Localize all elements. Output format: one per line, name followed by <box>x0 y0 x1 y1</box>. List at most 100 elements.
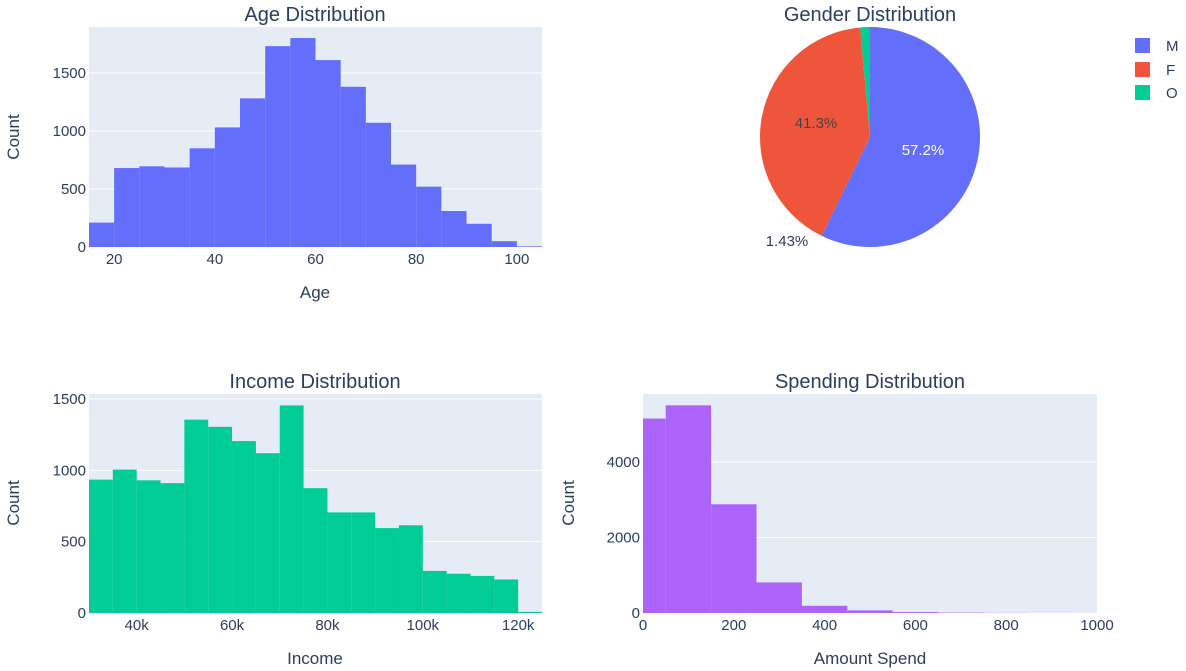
age-bar-17[interactable] <box>516 246 542 247</box>
gender-pie-slices <box>759 27 980 247</box>
gender-legend: M F O <box>1135 38 1179 102</box>
income-bar-17[interactable] <box>494 579 519 613</box>
age-x-tick-label-1: 40 <box>206 251 223 268</box>
age-bar-13[interactable] <box>416 186 442 247</box>
spend-bar-5[interactable] <box>847 610 893 613</box>
age-bar-6[interactable] <box>240 98 266 248</box>
income-bar-3[interactable] <box>160 483 185 613</box>
spend-x-tick-label-5: 1000 <box>1080 617 1113 634</box>
income-x-tick-label-1: 60k <box>220 617 245 634</box>
income-bar-5[interactable] <box>208 426 233 613</box>
spend-bar-2[interactable] <box>711 504 757 613</box>
age-y-tick-label-3: 1500 <box>53 65 86 82</box>
legend-label-o: O <box>1166 85 1178 102</box>
income-bar-15[interactable] <box>446 573 471 613</box>
age-y-tick-label-0: 0 <box>78 239 86 256</box>
income-y-tick-label-1: 500 <box>61 534 86 551</box>
income-bar-6[interactable] <box>232 441 256 613</box>
legend-item-m[interactable]: M <box>1135 38 1179 55</box>
age-x-axis-title: Age <box>300 283 330 302</box>
income-y-tick-label-2: 1000 <box>53 462 86 479</box>
income-bar-8[interactable] <box>279 405 304 613</box>
gender-pie-chart: 57.2% 41.3% 1.43% Gender Distribution M … <box>759 4 1179 250</box>
age-x-ticks: 20 40 60 80 100 <box>106 251 530 268</box>
spending-histogram: 0 200 400 600 800 1000 0 2000 4000 Spending Dis… <box>559 371 1114 668</box>
spend-bar-3[interactable] <box>756 582 802 613</box>
income-x-tick-label-4: 120k <box>502 617 535 634</box>
spend-x-tick-label-2: 400 <box>812 617 837 634</box>
spend-x-tick-label-3: 600 <box>903 617 928 634</box>
age-y-axis-title: Count <box>4 114 23 160</box>
spending-x-axis-title: Amount Spend <box>814 649 926 668</box>
age-bar-10[interactable] <box>340 86 366 248</box>
pie-slice-f[interactable] <box>759 27 870 236</box>
gender-chart-title: Gender Distribution <box>784 4 956 26</box>
income-y-tick-label-3: 1500 <box>53 391 86 408</box>
age-bar-1[interactable] <box>114 168 140 247</box>
spend-y-tick-label-0: 0 <box>632 605 640 622</box>
age-bar-3[interactable] <box>164 167 190 247</box>
income-x-tick-label-3: 100k <box>407 617 440 634</box>
income-bar-4[interactable] <box>184 419 209 613</box>
legend-item-f[interactable]: F <box>1135 62 1175 79</box>
spend-bar-6[interactable] <box>892 612 939 613</box>
age-x-tick-label-3: 80 <box>408 251 425 268</box>
income-bar-13[interactable] <box>398 525 423 613</box>
age-bar-11[interactable] <box>365 122 391 247</box>
income-chart-title: Income Distribution <box>229 371 400 393</box>
income-x-axis-title: Income <box>287 649 343 668</box>
age-y-ticks: 0 500 1000 1500 <box>53 65 86 256</box>
pie-label-f: 41.3% <box>795 115 838 132</box>
income-bar-11[interactable] <box>351 512 376 613</box>
age-bar-8[interactable] <box>290 38 316 247</box>
spend-x-tick-label-1: 200 <box>721 617 746 634</box>
income-bar-10[interactable] <box>327 512 352 613</box>
income-bar-12[interactable] <box>375 528 399 613</box>
spend-bar-0[interactable] <box>643 418 666 613</box>
income-bar-16[interactable] <box>470 575 495 613</box>
age-bar-12[interactable] <box>391 164 417 247</box>
pie-label-m: 57.2% <box>902 142 945 159</box>
spending-y-axis-title: Count <box>559 480 578 526</box>
spending-x-ticks: 0 200 400 600 800 1000 <box>639 617 1114 634</box>
income-bar-14[interactable] <box>422 570 447 613</box>
legend-label-f: F <box>1166 62 1175 79</box>
age-bar-16[interactable] <box>491 241 517 247</box>
age-x-tick-label-2: 60 <box>307 251 324 268</box>
age-bars <box>89 38 542 248</box>
age-bar-7[interactable] <box>265 46 291 248</box>
age-bar-0[interactable] <box>89 222 115 247</box>
income-bar-1[interactable] <box>112 469 137 613</box>
income-bars <box>89 405 542 613</box>
spend-bar-4[interactable] <box>801 605 848 613</box>
age-bar-4[interactable] <box>189 148 215 247</box>
income-bar-7[interactable] <box>255 453 280 613</box>
spend-x-tick-label-4: 800 <box>994 617 1019 634</box>
legend-swatch-m <box>1135 38 1150 53</box>
income-bar-0[interactable] <box>89 479 113 613</box>
spend-bar-1[interactable] <box>665 405 712 613</box>
spending-chart-title: Spending Distribution <box>775 371 965 393</box>
age-x-tick-label-0: 20 <box>106 251 123 268</box>
spending-bars <box>643 405 1097 613</box>
pie-slice-o[interactable] <box>860 27 870 137</box>
income-x-tick-label-0: 40k <box>125 617 150 634</box>
legend-swatch-f <box>1135 62 1150 77</box>
income-bar-2[interactable] <box>136 480 161 613</box>
legend-item-o[interactable]: O <box>1135 85 1178 102</box>
age-bar-2[interactable] <box>139 166 165 247</box>
spend-x-tick-label-0: 0 <box>639 617 647 634</box>
age-bar-15[interactable] <box>466 223 492 247</box>
spending-y-ticks: 0 2000 4000 <box>607 454 640 622</box>
income-bar-9[interactable] <box>303 488 328 613</box>
age-bar-5[interactable] <box>214 127 240 247</box>
age-bar-14[interactable] <box>441 211 467 247</box>
pie-slice-m[interactable] <box>821 27 980 247</box>
income-y-axis-title: Count <box>4 480 23 526</box>
income-bar-18[interactable] <box>518 611 542 613</box>
spend-y-tick-label-1: 2000 <box>607 529 640 546</box>
age-chart-title: Age Distribution <box>244 4 385 26</box>
legend-swatch-o <box>1135 85 1150 100</box>
age-bar-9[interactable] <box>315 60 341 248</box>
